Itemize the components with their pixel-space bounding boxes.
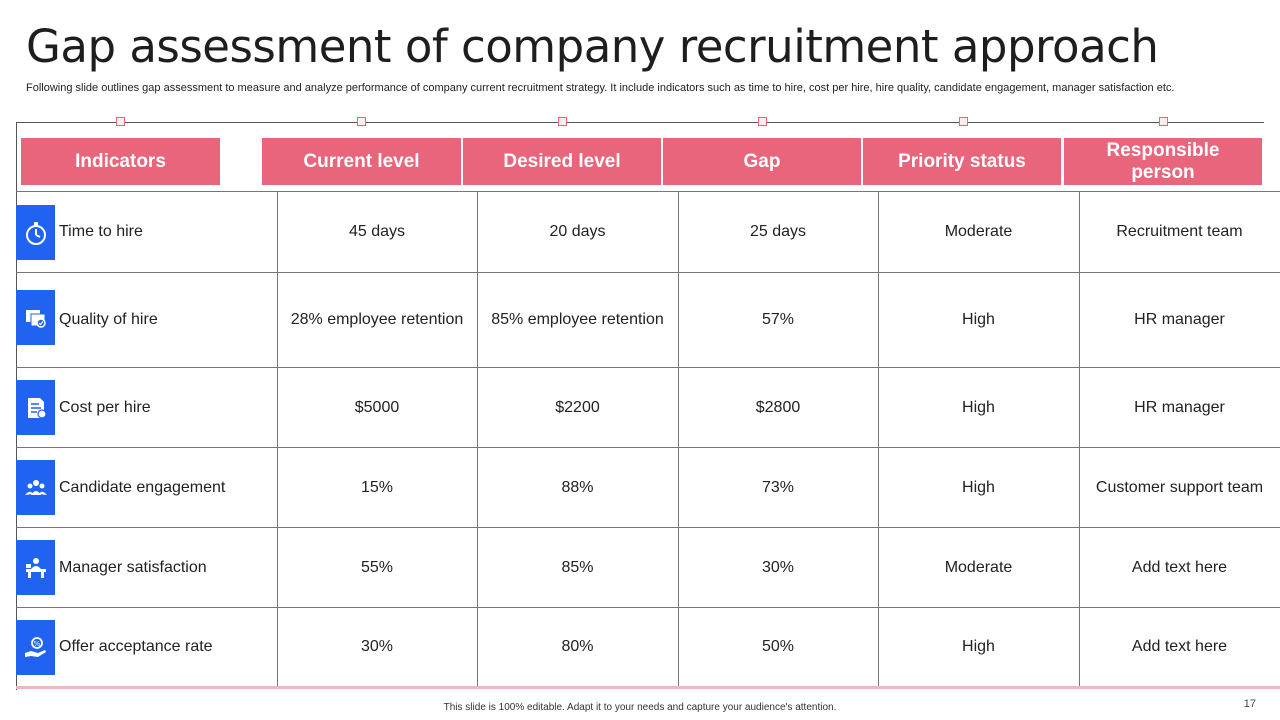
current-level-value: $5000 [354, 398, 400, 416]
current-level-value: 30% [360, 638, 394, 655]
header-indicators: Indicators [21, 138, 220, 185]
people-group-icon [16, 460, 55, 515]
responsible-person-value: Customer support team [1095, 478, 1264, 496]
page-number: 17 [1243, 698, 1256, 710]
gap-value: 57% [761, 311, 795, 328]
priority-status-value: High [962, 311, 995, 328]
gap-value: 25 days [749, 223, 807, 240]
document-check-icon [16, 290, 55, 345]
indicator-label: Candidate engagement [59, 478, 226, 496]
connector-handle [558, 117, 567, 126]
invoice-icon [16, 380, 55, 435]
desired-level-value: 88% [561, 478, 594, 496]
stopwatch-icon [16, 205, 55, 260]
header-responsible-person: Responsible person [1064, 138, 1262, 185]
gap-value: 73% [761, 478, 795, 496]
connector-handle [1159, 117, 1168, 126]
column-divider [678, 191, 679, 687]
table-row: % Offer acceptance rate 30% 80% 50% High… [16, 607, 1280, 687]
responsible-person-value: Add text here [1131, 558, 1228, 576]
desired-level-value: 85% employee retention [491, 311, 664, 328]
connector-handle [758, 117, 767, 126]
current-level-value: 45 days [348, 223, 406, 240]
responsible-person-value: HR manager [1134, 311, 1225, 328]
table-row: Quality of hire 28% employee retention 8… [16, 272, 1280, 367]
gap-value: $2800 [755, 398, 801, 416]
header-priority-status: Priority status [863, 138, 1061, 185]
page-subtitle: Following slide outlines gap assessment … [26, 82, 1175, 94]
indicator-label: Offer acceptance rate [59, 638, 213, 655]
column-divider [1079, 191, 1080, 687]
desired-level-value: $2200 [555, 398, 600, 416]
table-row: Time to hire 45 days 20 days 25 days Mod… [16, 191, 1280, 272]
desired-level-value: 85% [561, 558, 594, 576]
connector-handle [357, 117, 366, 126]
indicator-label: Manager satisfaction [59, 558, 207, 576]
gap-value: 30% [761, 558, 795, 576]
priority-status-value: High [962, 638, 995, 655]
connector-line [16, 122, 1264, 123]
table-bottom-accent [16, 686, 1280, 689]
footer-note: This slide is 100% editable. Adapt it to… [443, 702, 837, 713]
current-level-value: 28% employee retention [290, 311, 464, 328]
priority-status-value: Moderate [944, 223, 1013, 240]
priority-status-value: High [962, 398, 995, 416]
responsible-person-value: Recruitment team [1116, 223, 1243, 240]
svg-text:%: % [33, 640, 40, 648]
responsible-person-value: Add text here [1131, 638, 1228, 655]
column-divider [878, 191, 879, 687]
percent-hand-icon: % [16, 620, 55, 675]
indicator-label: Quality of hire [59, 311, 158, 328]
manager-desk-icon [16, 540, 55, 595]
priority-status-value: Moderate [944, 558, 1013, 576]
indicator-label: Time to hire [59, 223, 143, 240]
table-row: Candidate engagement 15% 88% 73% High Cu… [16, 447, 1280, 527]
desired-level-value: 80% [561, 638, 594, 655]
responsible-person-value: HR manager [1134, 398, 1225, 416]
gap-value: 50% [761, 638, 795, 655]
table-row: Cost per hire $5000 $2200 $2800 High HR … [16, 367, 1280, 447]
header-current-level: Current level [262, 138, 461, 185]
connector-handle [116, 117, 125, 126]
priority-status-value: High [962, 478, 995, 496]
table-row: Manager satisfaction 55% 85% 30% Moderat… [16, 527, 1280, 607]
connector-handle [959, 117, 968, 126]
indicator-label: Cost per hire [59, 398, 151, 416]
column-divider [477, 191, 478, 687]
column-divider [277, 191, 278, 687]
page-title: Gap assessment of company recruitment ap… [26, 20, 1159, 73]
header-desired-level: Desired level [463, 138, 661, 185]
current-level-value: 55% [360, 558, 394, 576]
current-level-value: 15% [360, 478, 394, 496]
desired-level-value: 20 days [549, 223, 606, 240]
header-gap: Gap [663, 138, 861, 185]
